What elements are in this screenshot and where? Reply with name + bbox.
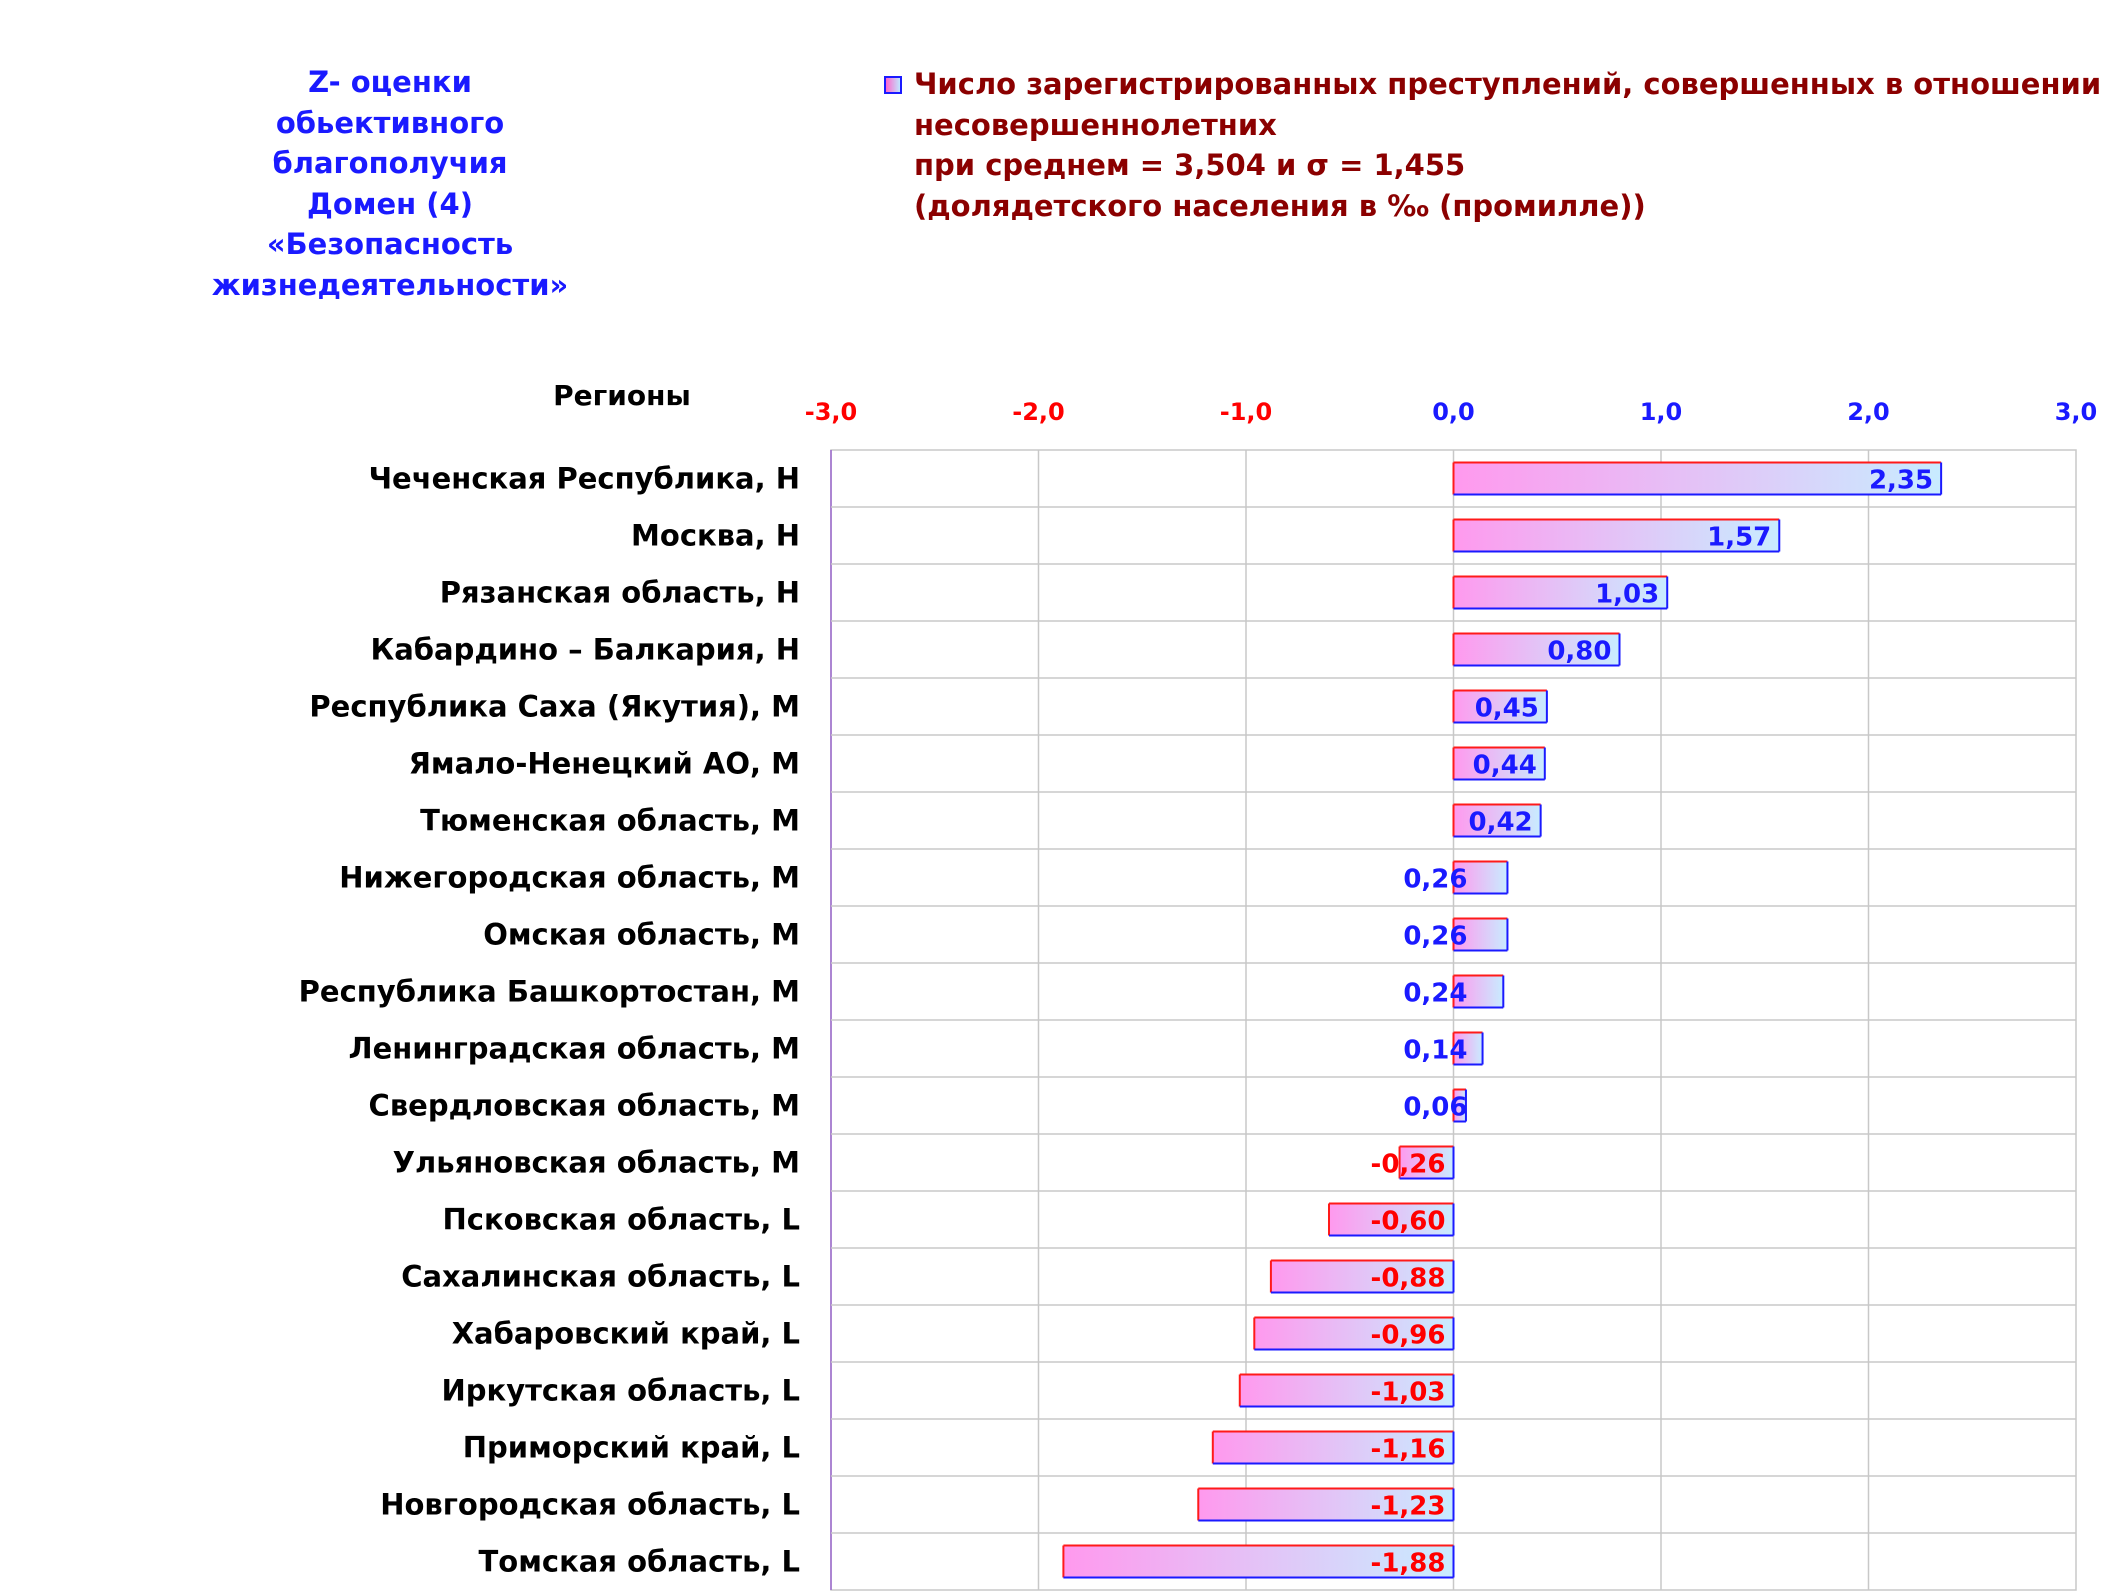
category-label: Чеченская Республика, H — [369, 462, 800, 496]
domain-title: Z- оценки обьективного благополучия Доме… — [180, 62, 600, 305]
x-tick-label: -2,0 — [1012, 398, 1064, 426]
category-label: Хабаровский край, L — [452, 1317, 800, 1351]
data-label: 0,06 — [1403, 1093, 1467, 1123]
category-label: Республика Башкортостан, M — [299, 975, 800, 1009]
legend-line: при среднем = 3,504 и σ = 1,455 — [914, 148, 1466, 182]
category-label: Ульяновская область, M — [393, 1146, 800, 1180]
category-label: Республика Саха (Якутия), M — [309, 690, 800, 724]
category-label: Нижегородская область, M — [339, 861, 800, 895]
category-label: Приморский край, L — [463, 1431, 800, 1465]
data-label: 0,44 — [1473, 751, 1537, 781]
legend-line: (долядетского населения в ‰ (промилле)) — [914, 188, 1646, 223]
bar — [1198, 1488, 1454, 1521]
bar — [1453, 918, 1508, 951]
category-axis-title: Регионы — [553, 379, 691, 412]
data-label: 2,35 — [1869, 466, 1933, 496]
bar — [1453, 1089, 1466, 1122]
data-label: 1,57 — [1707, 523, 1771, 553]
category-label: Омская область, M — [483, 918, 800, 952]
grid-layer — [830, 449, 2077, 1591]
category-label: Москва, H — [631, 519, 800, 553]
bar — [1399, 1146, 1454, 1179]
bar — [1270, 1260, 1454, 1293]
legend-line: несовершеннолетних — [914, 107, 1277, 142]
legend-swatch-icon — [884, 76, 902, 94]
bar — [1254, 1317, 1454, 1350]
legend-text: Число зарегистрированных преступлений, с… — [914, 64, 2101, 226]
data-label: 0,42 — [1468, 808, 1532, 838]
data-label: -0,96 — [1371, 1321, 1446, 1351]
x-tick-label: 0,0 — [1432, 398, 1475, 426]
data-label: 1,03 — [1595, 580, 1659, 610]
data-label: 0,80 — [1547, 637, 1611, 667]
x-tick-label: -3,0 — [805, 398, 857, 426]
category-label: Ямало-Ненецкий АО, M — [409, 747, 800, 781]
bar — [1063, 1545, 1454, 1578]
data-label: -0,88 — [1371, 1264, 1446, 1294]
category-label: Новгородская область, L — [380, 1488, 800, 1522]
bar — [1453, 975, 1504, 1008]
category-label: Свердловская область, M — [369, 1089, 800, 1123]
bar — [1453, 804, 1541, 837]
bar — [1453, 861, 1508, 894]
x-tick-label: 1,0 — [1640, 398, 1683, 426]
bar — [1239, 1374, 1454, 1407]
bar-layer — [1062, 461, 1943, 1579]
domain-title-line: «Безопасность — [266, 227, 514, 261]
domain-title-line: Z- оценки — [308, 65, 472, 99]
data-label: 0,45 — [1475, 694, 1539, 724]
category-label: Рязанская область, H — [440, 576, 800, 610]
bar — [1453, 633, 1620, 666]
data-label: -0,26 — [1371, 1150, 1446, 1180]
x-tick-label: -1,0 — [1220, 398, 1272, 426]
bar — [1453, 1032, 1483, 1065]
data-label: 0,26 — [1403, 865, 1467, 895]
category-label: Псковская область, L — [443, 1203, 801, 1237]
bar — [1453, 519, 1780, 552]
data-label: 0,26 — [1403, 922, 1467, 952]
category-label: Сахалинская область, L — [401, 1260, 800, 1294]
bar — [1212, 1431, 1454, 1464]
data-label: -1,23 — [1371, 1492, 1446, 1522]
domain-title-line: Домен (4) — [307, 186, 473, 221]
domain-title-line: жизнедеятельности» — [211, 267, 569, 302]
bar — [1453, 576, 1668, 609]
legend-line: Число зарегистрированных преступлений, с… — [914, 67, 2102, 101]
data-label: -1,88 — [1371, 1549, 1446, 1579]
data-label: -1,16 — [1371, 1435, 1446, 1465]
data-label: 0,24 — [1403, 979, 1467, 1009]
category-label: Кабардино – Балкария, H — [371, 633, 801, 667]
category-label: Ленинградская область, M — [349, 1032, 801, 1066]
data-label: 0,14 — [1403, 1036, 1467, 1066]
category-label: Иркутская область, L — [442, 1374, 801, 1408]
bar — [1453, 462, 1942, 495]
category-label: Томская область, L — [479, 1545, 800, 1579]
domain-title-line: обьективного — [275, 105, 505, 140]
x-tick-label: 2,0 — [1847, 398, 1890, 426]
data-label: -0,60 — [1371, 1207, 1446, 1237]
x-tick-label: 3,0 — [2055, 398, 2098, 426]
domain-title-line: благополучия — [272, 146, 508, 180]
data-label: -1,03 — [1371, 1378, 1446, 1408]
bar — [1453, 690, 1547, 723]
category-label: Тюменская область, M — [420, 804, 800, 838]
text-layer: -3,0 -2,0 -1,0 0,0 1,0 2,0 3,0 Регионы Чеченская… — [299, 379, 2098, 1579]
bar — [1329, 1203, 1454, 1236]
bar — [1453, 747, 1545, 780]
